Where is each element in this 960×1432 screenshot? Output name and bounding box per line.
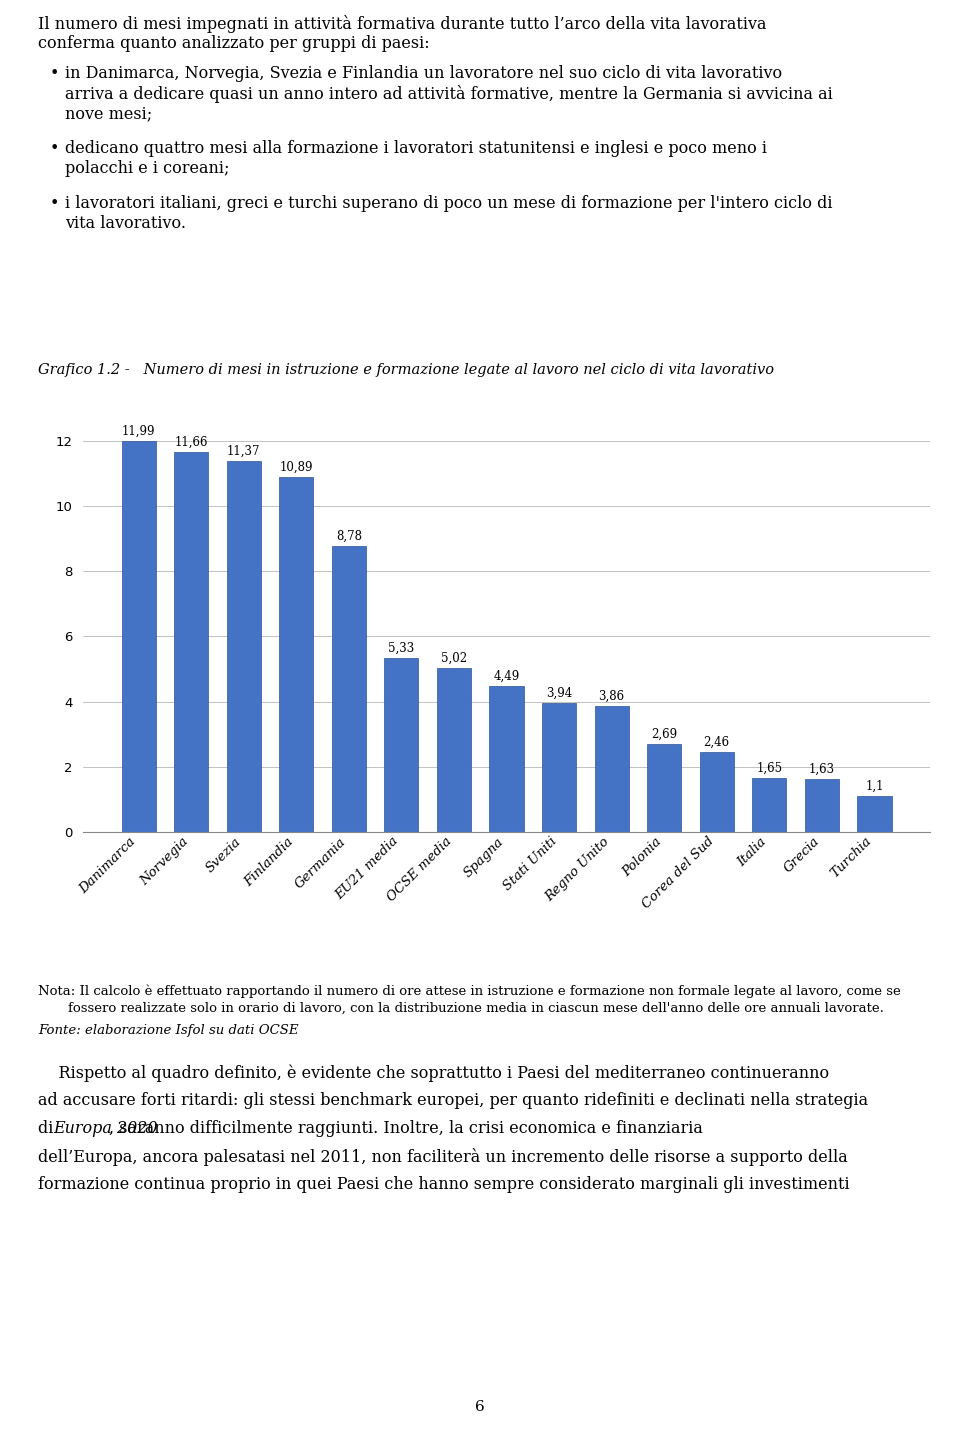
Text: 1,65: 1,65 [756,762,782,775]
Text: conferma quanto analizzato per gruppi di paesi:: conferma quanto analizzato per gruppi di… [38,34,430,52]
Text: 2,69: 2,69 [651,727,677,740]
Bar [122,441,156,832]
Text: Europa 2020: Europa 2020 [53,1120,157,1137]
Text: in Danimarca, Norvegia, Svezia e Finlandia un lavoratore nel suo ciclo di vita l: in Danimarca, Norvegia, Svezia e Finland… [65,64,782,82]
Bar [804,779,839,832]
Text: polacchi e i coreani;: polacchi e i coreani; [65,160,229,178]
Bar [384,659,419,832]
Text: •: • [50,140,60,158]
Text: 5,02: 5,02 [441,652,467,664]
Text: fossero realizzate solo in orario di lavoro, con la distribuzione media in ciasc: fossero realizzate solo in orario di lav… [68,1002,884,1015]
Text: Il numero di mesi impegnati in attività formativa durante tutto l’arco della vit: Il numero di mesi impegnati in attività … [38,14,766,33]
Bar [647,745,682,832]
Text: 8,78: 8,78 [336,530,362,543]
Text: 11,99: 11,99 [122,425,156,438]
Bar [490,686,523,832]
Text: 11,66: 11,66 [175,435,208,448]
Text: , saranno difficilmente raggiunti. Inoltre, la crisi economica e finanziaria: , saranno difficilmente raggiunti. Inolt… [108,1120,703,1137]
Text: i lavoratori italiani, greci e turchi superano di poco un mese di formazione per: i lavoratori italiani, greci e turchi su… [65,195,832,212]
Text: •: • [50,195,60,212]
Text: ad accusare forti ritardi: gli stessi benchmark europei, per quanto ridefiniti e: ad accusare forti ritardi: gli stessi be… [38,1093,868,1108]
Text: 2,46: 2,46 [704,736,730,749]
Bar [594,706,629,832]
Text: di: di [38,1120,59,1137]
Text: Nota: Il calcolo è effettuato rapportando il numero di ore attese in istruzione : Nota: Il calcolo è effettuato rapportand… [38,984,900,998]
Text: 1,63: 1,63 [808,763,835,776]
Text: 3,94: 3,94 [546,687,572,700]
Text: 5,33: 5,33 [388,642,415,654]
Text: Fonte: elaborazione Isfol su dati OCSE: Fonte: elaborazione Isfol su dati OCSE [38,1024,299,1037]
Text: dell’Europa, ancora palesatasi nel 2011, non faciliterà un incremento delle riso: dell’Europa, ancora palesatasi nel 2011,… [38,1148,848,1166]
Text: 11,37: 11,37 [227,445,260,458]
Bar [437,669,471,832]
Text: formazione continua proprio in quei Paesi che hanno sempre considerato marginali: formazione continua proprio in quei Paes… [38,1176,850,1193]
Text: Rispetto al quadro definito, è evidente che soprattutto i Paesi del mediterraneo: Rispetto al quadro definito, è evidente … [38,1064,829,1081]
Bar [700,752,733,832]
Text: vita lavorativo.: vita lavorativo. [65,215,186,232]
Text: 10,89: 10,89 [279,461,313,474]
Text: nove mesi;: nove mesi; [65,105,153,122]
Text: dedicano quattro mesi alla formazione i lavoratori statunitensi e inglesi e poco: dedicano quattro mesi alla formazione i … [65,140,767,158]
Text: 6: 6 [475,1400,485,1413]
Text: 4,49: 4,49 [493,669,519,682]
Text: arriva a dedicare quasi un anno intero ad attività formative, mentre la Germania: arriva a dedicare quasi un anno intero a… [65,84,832,103]
Text: 1,1: 1,1 [865,780,883,793]
Bar [542,703,576,832]
Bar [857,796,892,832]
Text: 3,86: 3,86 [598,690,625,703]
Bar [279,477,313,832]
Text: •: • [50,64,60,82]
Bar [332,546,366,832]
Bar [174,451,208,832]
Bar [753,778,786,832]
Bar [227,461,261,832]
Text: Grafico 1.2 -   Numero di mesi in istruzione e formazione legate al lavoro nel c: Grafico 1.2 - Numero di mesi in istruzio… [38,362,774,377]
